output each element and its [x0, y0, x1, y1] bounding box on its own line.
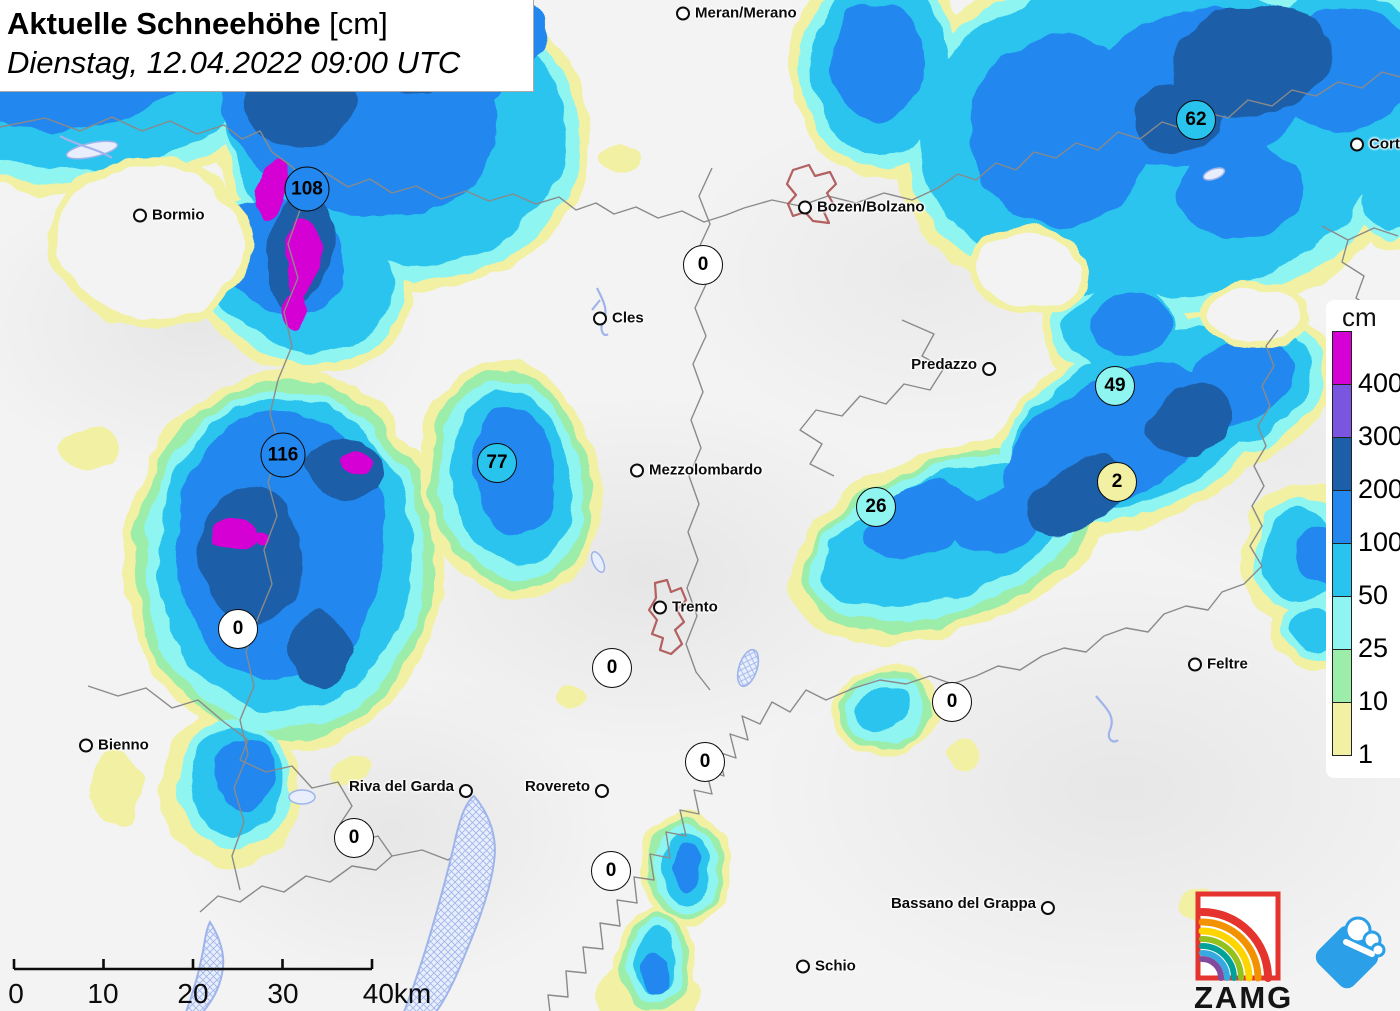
city-dot: [593, 311, 607, 325]
city-label-cortina: Cortina: [1350, 136, 1400, 153]
city-dot: [796, 959, 810, 973]
station-marker-108: 108: [284, 166, 330, 212]
legend-seg-50: 50: [1332, 543, 1388, 610]
trento-outline: [647, 578, 688, 656]
city-dot: [630, 463, 644, 477]
city-label-riva-del-garda: Riva del Garda: [349, 774, 473, 798]
city-label-feltre: Feltre: [1188, 656, 1248, 673]
rainbow-icon: [1198, 908, 1272, 982]
city-dot: [1350, 137, 1364, 151]
snow-app-icon: [1315, 916, 1386, 989]
zamg-logo: ZAMG: [1194, 891, 1386, 1011]
station-marker-0: 0: [932, 682, 972, 722]
branding: ZAMG: [1188, 886, 1400, 1011]
station-marker-62: 62: [1176, 100, 1216, 140]
map-title: Aktuelle Schneehöhe [cm]: [7, 6, 388, 41]
station-marker-77: 77: [477, 443, 517, 483]
city-dot: [595, 784, 609, 798]
lake-garda: [403, 794, 496, 1011]
color-legend: cm 400 300 200 100 50 25 10 1: [1326, 300, 1400, 778]
zamg-wordmark: ZAMG: [1194, 980, 1293, 1011]
station-marker-0: 0: [334, 818, 374, 858]
city-label-predazzo: Predazzo: [911, 352, 996, 376]
city-label-schio: Schio: [796, 958, 856, 975]
city-label-bassano: Bassano del Grappa: [891, 891, 1055, 915]
city-dot: [79, 738, 93, 752]
lake-small: [288, 789, 316, 805]
city-label-bormio: Bormio: [133, 207, 205, 224]
scale-label: 40km: [362, 978, 432, 1009]
city-dot: [798, 200, 812, 214]
station-marker-116: 116: [260, 432, 306, 478]
station-marker-0: 0: [592, 648, 632, 688]
rivers: [59, 135, 1119, 743]
city-label-mezzolombardo: Mezzolombardo: [630, 462, 762, 479]
scale-bar-graphic: [12, 959, 374, 971]
lake-small: [590, 551, 606, 573]
city-dot: [676, 6, 690, 20]
legend-seg-300: 300: [1332, 384, 1400, 451]
scale-label: 10: [87, 978, 119, 1009]
scale-bar: 0 10 20 30 40km: [0, 956, 440, 1011]
city-label-rovereto: Rovereto: [525, 774, 609, 798]
title-unit: [cm]: [329, 6, 388, 41]
legend-seg-1: 1: [1332, 702, 1373, 769]
station-marker-2: 2: [1097, 462, 1137, 502]
city-outlines: [647, 163, 838, 656]
station-marker-0: 0: [683, 245, 723, 285]
bozen-outline: [785, 163, 838, 225]
scale-label: 0: [8, 978, 24, 1009]
station-marker-49: 49: [1095, 366, 1135, 406]
lake-small: [1202, 167, 1226, 181]
station-marker-26: 26: [856, 487, 896, 527]
station-marker-0: 0: [218, 609, 258, 649]
lake-west: [185, 919, 225, 1011]
title-box: Aktuelle Schneehöhe [cm] Dienstag, 12.04…: [0, 0, 534, 92]
city-dot: [1188, 657, 1202, 671]
legend-seg-10: 10: [1332, 649, 1388, 716]
snow-level-200: [175, 4, 1330, 690]
admin-borders: [0, 71, 1400, 1011]
city-label-bozen: Bozen/Bolzano: [798, 199, 925, 216]
legend-bar: 400 300 200 100 50 25 10 1: [1332, 331, 1400, 769]
map-datetime: Dienstag, 12.04.2022 09:00 UTC: [7, 45, 461, 80]
city-dot: [459, 784, 473, 798]
station-marker-0: 0: [591, 851, 631, 891]
water-features: [59, 135, 1226, 1011]
lake-small: [736, 648, 760, 688]
station-marker-0: 0: [685, 742, 725, 782]
scale-label: 30: [267, 978, 299, 1009]
legend-seg-200: 200: [1332, 437, 1400, 504]
city-dot: [133, 208, 147, 222]
city-label-meran: Meran/Merano: [676, 5, 797, 22]
snow-free-pockets: [48, 155, 1309, 349]
snow-level-400: [215, 162, 374, 550]
city-dot: [982, 362, 996, 376]
city-dot: [653, 600, 667, 614]
city-dot: [1041, 901, 1055, 915]
legend-seg-25: 25: [1332, 596, 1388, 663]
legend-unit: cm: [1342, 302, 1377, 332]
city-label-cles: Cles: [593, 310, 644, 327]
legend-seg-400: 400: [1332, 331, 1400, 398]
legend-seg-100: 100: [1332, 490, 1400, 557]
scale-label: 20: [177, 978, 209, 1009]
city-label-trento: Trento: [653, 599, 718, 616]
city-label-bienno: Bienno: [79, 737, 149, 754]
